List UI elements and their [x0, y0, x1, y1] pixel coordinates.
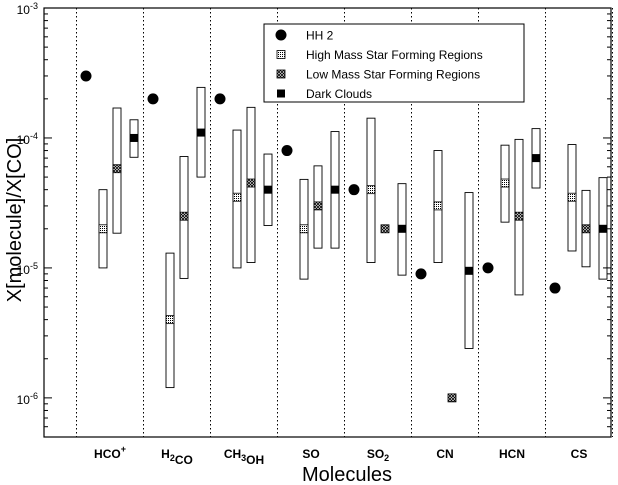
high-mass-star-forming-regions-point: [232, 192, 242, 202]
x-tick-label: CS: [571, 447, 588, 461]
x-tick-label: CN: [436, 447, 453, 461]
legend: HH 2 High Mass Star Forming Regions Low Ma…: [263, 23, 525, 103]
legend-label: HH 2: [306, 29, 334, 43]
high-mass-star-forming-regions-point: [366, 185, 376, 195]
low-mass-star-forming-regions-point: [246, 178, 256, 188]
dark-clouds-point: [331, 185, 339, 194]
dark-clouds-point: [264, 185, 272, 194]
dark-clouds-point: [130, 133, 138, 142]
x-tick-label: HCO+: [94, 444, 126, 461]
x-tick-label: H2CO: [161, 447, 193, 467]
legend-marker: [276, 50, 286, 59]
high-mass-star-forming-regions-point: [98, 224, 108, 234]
legend-marker: [276, 69, 286, 79]
high-mass-star-forming-regions-point: [433, 201, 443, 211]
dark-clouds-point: [197, 128, 205, 137]
hh-2-point: [415, 268, 427, 280]
x-tick-label: SO: [302, 447, 319, 461]
y-tick-label: 10-3: [17, 1, 38, 17]
high-mass-star-forming-regions-point: [500, 178, 510, 188]
hh-2-point: [281, 145, 293, 157]
hh-2-point: [482, 262, 494, 274]
x-axis-title: Molecules: [302, 464, 392, 485]
low-mass-star-forming-regions-point: [313, 201, 323, 211]
hh-2-point: [214, 93, 226, 105]
dark-clouds-point: [532, 154, 540, 163]
y-axis-title: X[molecule]/X[CO]: [4, 138, 26, 303]
low-mass-star-forming-regions-point: [112, 164, 122, 174]
legend-marker: [275, 29, 287, 41]
hh-2-point: [147, 93, 159, 105]
high-mass-star-forming-regions-point: [165, 315, 175, 325]
hh-2-point: [348, 184, 360, 196]
hh-2-point: [80, 70, 92, 82]
low-mass-star-forming-regions-point: [380, 224, 390, 234]
low-mass-star-forming-regions-point: [581, 224, 591, 234]
hh-2-point: [549, 282, 561, 294]
low-mass-star-forming-regions-point: [514, 211, 524, 221]
legend-box: [263, 23, 525, 103]
dark-clouds-point: [398, 224, 406, 233]
dark-clouds-point: [465, 266, 473, 275]
plot-frame: [43, 7, 612, 438]
y-tick-label: 10-5: [17, 261, 38, 277]
high-mass-star-forming-regions-point: [567, 192, 577, 202]
dark-clouds-point: [599, 224, 607, 233]
x-tick-label: CH3OH: [224, 447, 264, 467]
x-tick-label: HCN: [499, 447, 525, 461]
high-mass-star-forming-regions-point: [299, 224, 309, 234]
x-tick-label: SO2: [367, 447, 389, 463]
legend-label: Dark Clouds: [306, 87, 372, 101]
low-mass-star-forming-regions-point: [447, 393, 457, 403]
low-mass-star-forming-regions-point: [179, 211, 189, 221]
legend-marker: [277, 89, 285, 98]
legend-label: High Mass Star Forming Regions: [306, 48, 483, 62]
y-tick-label: 10-4: [17, 131, 38, 147]
legend-label: Low Mass Star Forming Regions: [306, 68, 480, 82]
y-tick-label: 10-6: [17, 391, 38, 407]
